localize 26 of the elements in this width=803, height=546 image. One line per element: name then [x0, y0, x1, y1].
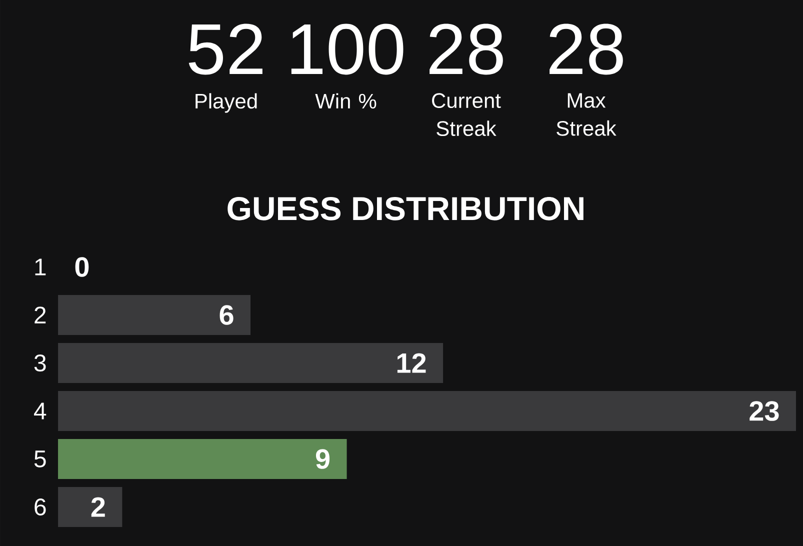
data-label: 100 — [291, 24, 404, 75]
chart-title: GUESS DISTRIBUTION — [228, 196, 584, 220]
bar — [58, 342, 444, 383]
y-tick-label: 4 — [34, 402, 46, 420]
y-tick-label: 5 — [34, 450, 46, 468]
data-label: 0 — [75, 257, 89, 277]
category-label: Current Streak — [432, 93, 501, 136]
data-label: 23 — [750, 401, 779, 421]
data-label: 9 — [316, 449, 330, 469]
data-label: 12 — [397, 353, 426, 373]
data-label: 52 — [188, 24, 262, 75]
bar — [58, 294, 251, 335]
bar — [58, 486, 122, 527]
category-label: Win % — [315, 93, 376, 109]
category-label: Max Streak — [556, 93, 616, 136]
y-tick-label: 2 — [34, 306, 46, 324]
y-tick-label: 3 — [34, 354, 46, 372]
bar — [58, 438, 347, 479]
data-label: 2 — [91, 497, 105, 517]
data-label: 6 — [220, 305, 234, 325]
y-tick-label: 1 — [35, 258, 46, 276]
bar — [58, 390, 796, 431]
data-label: 28 — [430, 24, 503, 75]
y-tick-label: 6 — [34, 498, 46, 516]
data-label: 28 — [550, 24, 623, 75]
category-label: Played — [196, 93, 257, 113]
